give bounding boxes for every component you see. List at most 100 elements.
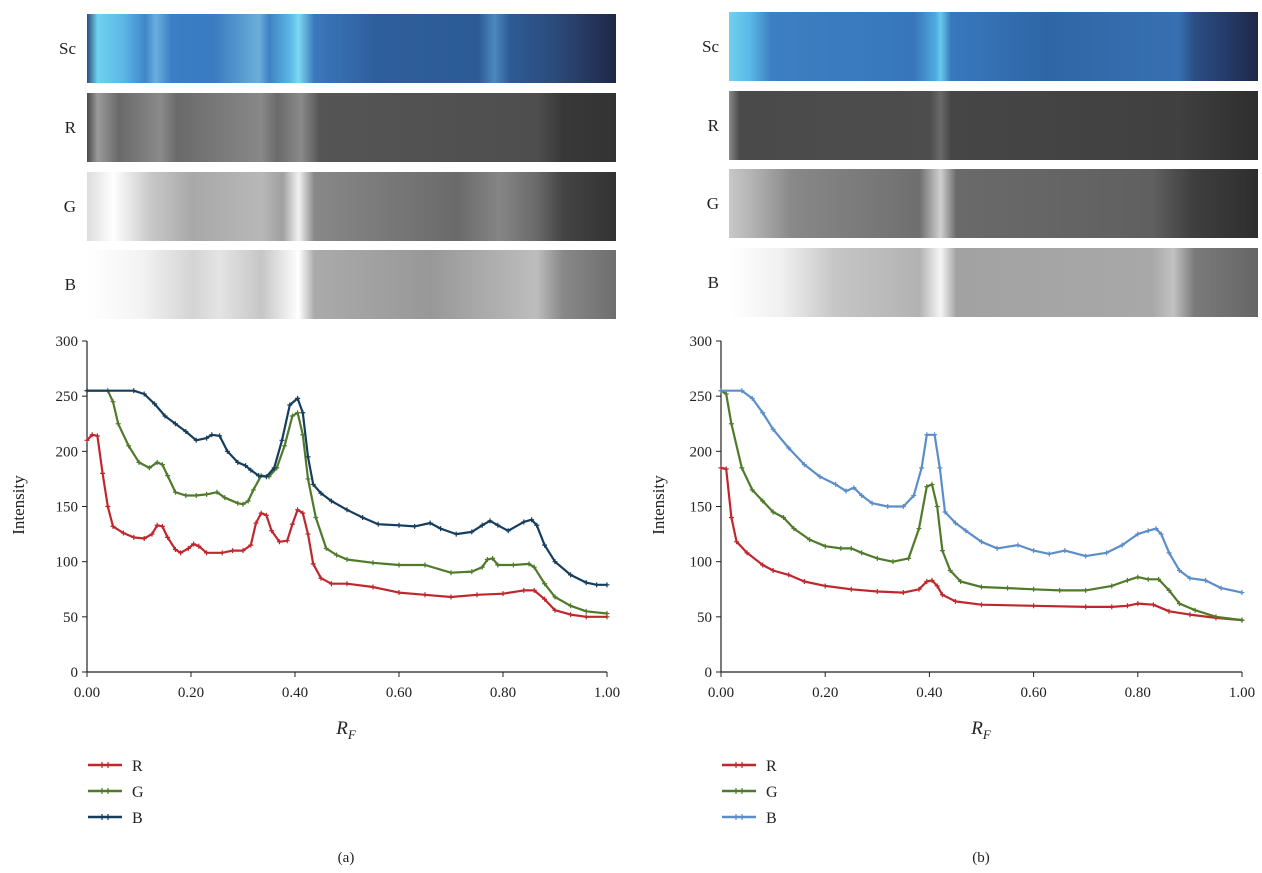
x-axis-label-main: R — [335, 718, 348, 739]
data-point — [932, 432, 938, 438]
data-point — [723, 466, 729, 472]
data-point — [739, 465, 745, 471]
series-group — [718, 388, 1245, 623]
data-point — [874, 588, 880, 594]
x-tick-label: 0.40 — [282, 685, 308, 701]
x-tick-label: 0.20 — [812, 685, 838, 701]
series-R — [84, 432, 610, 620]
data-point — [1145, 576, 1151, 582]
data-point — [1119, 542, 1125, 548]
legend-marker — [101, 762, 109, 768]
data-point — [869, 500, 875, 506]
data-point — [295, 507, 301, 513]
data-point — [568, 612, 574, 618]
legend-label-G: G — [132, 784, 144, 801]
data-point — [900, 590, 906, 596]
data-point — [510, 562, 516, 568]
data-point — [718, 388, 724, 394]
legend-marker — [101, 788, 109, 794]
data-point — [851, 485, 857, 491]
data-point — [934, 504, 940, 509]
data-point — [222, 495, 228, 501]
data-point — [110, 399, 116, 405]
data-point — [323, 545, 329, 551]
data-point — [526, 561, 532, 567]
data-point — [1124, 603, 1130, 609]
y-tick-label: 100 — [56, 555, 79, 571]
data-point — [552, 594, 558, 600]
data-point — [924, 579, 930, 585]
data-point — [963, 528, 969, 534]
data-point — [1187, 575, 1193, 581]
data-point — [360, 515, 366, 521]
chart-a: 0 50 100 150 200 250 300 0.00 0.20 0.40 0.60 0.80 1.… — [9, 334, 620, 866]
data-point — [929, 577, 935, 583]
data-point — [1166, 587, 1172, 593]
y-tick-label: 150 — [690, 500, 713, 516]
data-point — [791, 526, 797, 532]
legend-label-B: B — [132, 810, 143, 827]
data-point — [890, 559, 896, 565]
data-point — [500, 591, 506, 597]
data-point — [240, 548, 246, 554]
x-tick-label: 1.00 — [1229, 685, 1255, 701]
data-point — [141, 535, 147, 541]
data-point — [919, 465, 925, 471]
x-tick-label: 0.80 — [1125, 685, 1151, 701]
data-point — [900, 504, 906, 509]
data-point — [979, 602, 984, 608]
data-point — [939, 592, 945, 598]
data-point — [214, 489, 220, 495]
data-point — [295, 410, 301, 416]
legend-marker — [101, 814, 109, 820]
data-point — [786, 572, 792, 578]
data-point — [760, 410, 766, 416]
data-point — [469, 529, 475, 535]
legend-marker — [735, 788, 743, 794]
strip-label-g: G — [707, 194, 719, 213]
data-point — [739, 388, 745, 394]
data-point — [552, 559, 558, 565]
data-point — [531, 564, 537, 570]
series-group — [84, 388, 610, 620]
data-point — [848, 586, 854, 592]
data-point — [1109, 604, 1115, 610]
data-point — [994, 545, 1000, 551]
series-R — [718, 465, 1245, 623]
data-point — [1057, 587, 1063, 593]
y-tick-label: 300 — [690, 334, 713, 350]
data-point — [248, 467, 254, 473]
data-point — [479, 522, 485, 528]
y-tick-label: 200 — [690, 444, 713, 460]
y-tick-label: 200 — [56, 444, 79, 460]
series-line — [86, 433, 607, 618]
data-point — [924, 432, 930, 438]
data-point — [952, 520, 958, 526]
data-point — [583, 580, 589, 586]
data-point — [159, 462, 165, 468]
data-point — [1145, 528, 1151, 534]
strip-g-image — [729, 169, 1258, 238]
data-point — [604, 582, 610, 588]
data-point — [284, 538, 290, 544]
legend-marker — [735, 762, 743, 768]
data-point — [453, 531, 459, 537]
data-point — [318, 575, 324, 581]
data-point — [310, 561, 316, 567]
strip-r-image — [729, 91, 1258, 160]
data-point — [770, 426, 776, 432]
legend-label-B: B — [766, 810, 777, 827]
data-point — [282, 443, 288, 449]
data-point — [749, 487, 755, 493]
data-point — [1005, 585, 1011, 591]
data-point — [344, 556, 350, 562]
data-point — [1135, 531, 1141, 537]
data-point — [245, 498, 251, 504]
data-point — [1015, 542, 1021, 548]
data-point — [490, 555, 496, 561]
data-point — [469, 569, 475, 575]
series-G — [718, 388, 1245, 623]
data-point — [110, 523, 116, 529]
series-B — [718, 388, 1245, 596]
data-point — [258, 510, 264, 516]
